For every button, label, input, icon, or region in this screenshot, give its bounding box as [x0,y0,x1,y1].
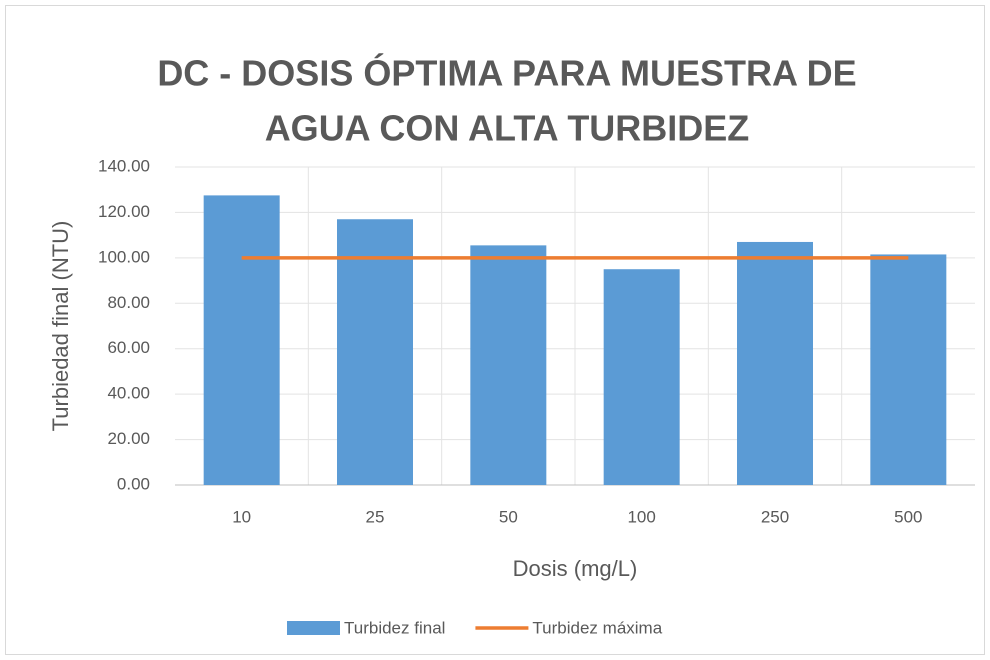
bar [603,269,680,485]
bar [337,219,413,485]
y-tick-label: 20.00 [107,429,150,448]
x-tick-label: 25 [366,507,385,526]
x-tick-label: 10 [232,507,251,526]
x-axis-label: Dosis (mg/L) [513,556,638,581]
y-tick-label: 40.00 [107,384,150,403]
bar [203,195,280,485]
legend-label: Turbidez final [344,618,445,637]
bar [470,245,547,485]
chart-title: DC - DOSIS ÓPTIMA PARA MUESTRA DE [157,52,856,94]
y-tick-label: 140.00 [98,156,150,175]
y-tick-label: 60.00 [107,338,150,357]
x-tick-label: 100 [627,507,655,526]
y-tick-label: 0.00 [117,474,150,493]
x-tick-label: 500 [894,507,922,526]
y-tick-label: 100.00 [98,247,150,266]
y-tick-label: 120.00 [98,202,150,221]
chart-title: AGUA CON ALTA TURBIDEZ [265,108,750,149]
bar [870,254,947,485]
x-tick-label: 250 [761,507,789,526]
legend-swatch [287,621,340,635]
bar [737,241,813,485]
x-tick-label: 50 [499,507,518,526]
y-tick-label: 80.00 [107,293,150,312]
legend-label: Turbidez máxima [532,618,662,637]
y-axis-label: Turbiedad final (NTU) [48,221,73,432]
